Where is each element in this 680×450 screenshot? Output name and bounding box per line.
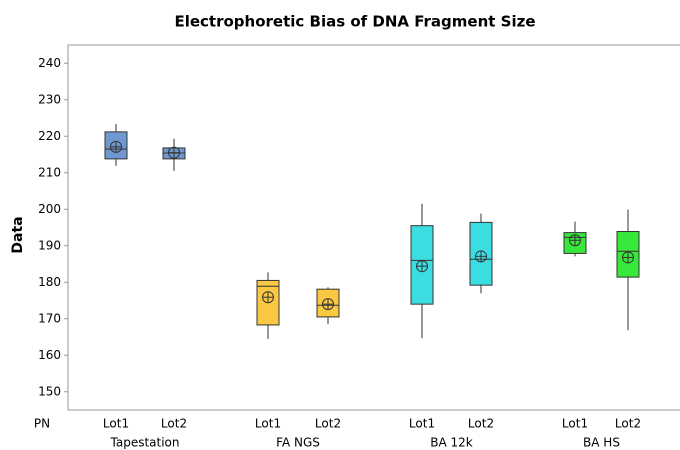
y-tick-label: 210 xyxy=(38,165,61,179)
group-label: BA 12k xyxy=(430,436,473,450)
x-tick-label: Lot2 xyxy=(468,417,494,431)
x-row-label: PN xyxy=(34,417,50,431)
y-tick-label: 220 xyxy=(38,129,61,143)
y-tick-label: 230 xyxy=(38,92,61,106)
x-tick-label: Lot1 xyxy=(409,417,435,431)
y-tick-label: 170 xyxy=(38,311,61,325)
x-tick-label: Lot1 xyxy=(103,417,129,431)
y-tick-label: 160 xyxy=(38,348,61,362)
y-tick-label: 150 xyxy=(38,384,61,398)
x-tick-label: Lot2 xyxy=(161,417,187,431)
x-tick-label: Lot1 xyxy=(562,417,588,431)
x-tick-label: Lot2 xyxy=(315,417,341,431)
y-axis-label: Data xyxy=(10,216,26,253)
x-tick-label: Lot2 xyxy=(615,417,641,431)
group-label: FA NGS xyxy=(276,436,320,450)
chart-title: Electrophoretic Bias of DNA Fragment Siz… xyxy=(174,13,535,31)
group-label: BA HS xyxy=(583,436,620,450)
y-tick-label: 240 xyxy=(38,56,61,70)
plot-frame xyxy=(67,44,680,411)
y-tick-label: 190 xyxy=(38,238,61,252)
y-tick-label: 180 xyxy=(38,275,61,289)
group-label: Tapestation xyxy=(110,436,180,450)
y-tick-label: 200 xyxy=(38,202,61,216)
x-tick-label: Lot1 xyxy=(255,417,281,431)
